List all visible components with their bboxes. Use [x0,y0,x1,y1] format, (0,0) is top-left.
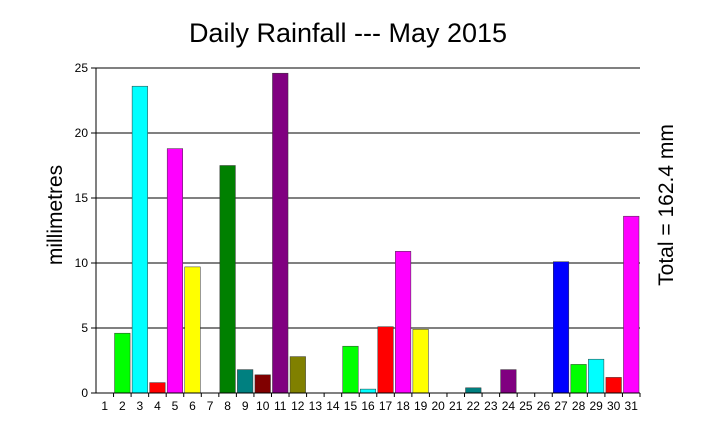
x-tick-label: 21 [449,399,463,413]
bars [114,72,640,394]
x-tick-label: 31 [625,399,639,413]
x-tick-label: 7 [207,399,214,413]
x-tick-label: 17 [379,399,393,413]
x-tick-label: 30 [607,399,621,413]
bar-day-2 [114,332,131,394]
x-tick-label: 16 [361,399,375,413]
y-tick-label: 5 [81,321,88,335]
bar-day-10 [254,374,271,394]
bar-day-19 [412,329,429,394]
y-tick-label: 25 [75,61,89,75]
y-tick-label: 20 [75,126,89,140]
gridlines [96,67,640,329]
x-tick-label: 6 [189,399,196,413]
bar-day-28 [570,364,587,394]
x-tick-label: 13 [309,399,323,413]
bar-day-6 [184,266,201,394]
bar-day-30 [605,377,622,394]
x-tick-label: 5 [172,399,179,413]
bar-day-15 [342,345,359,394]
y-axis-label: millimetres [44,165,67,265]
x-tick-label: 15 [344,399,358,413]
x-tick-label: 19 [414,399,428,413]
x-tick-label: 28 [572,399,586,413]
x-tick-label: 12 [291,399,305,413]
y-tick-label: 10 [75,256,89,270]
bar-day-18 [395,251,412,394]
chart-title: Daily Rainfall --- May 2015 [189,18,507,48]
bar-day-9 [237,369,254,394]
x-ticks: 1 2 3 4 5 6 7 8 9 10 11 12 13 14 15 16 17 18 19 20 21 22 23 24 2… [101,393,641,413]
x-tick-label: 22 [467,399,481,413]
x-tick-label: 18 [396,399,410,413]
bar-day-29 [588,358,605,394]
x-tick-label: 23 [484,399,498,413]
x-tick-label: 11 [274,399,287,413]
x-tick-label: 9 [242,399,249,413]
x-tick-label: 4 [154,399,161,413]
bar-day-8 [219,165,236,394]
y-ticks: 0 5 10 15 20 25 [75,61,96,400]
bar-day-31 [623,215,640,394]
bar-day-3 [131,85,148,394]
bar-day-27 [553,261,570,394]
y-tick-label: 0 [81,386,88,400]
x-tick-label: 26 [537,399,551,413]
bar-day-4 [149,382,166,394]
bar-day-17 [377,326,394,394]
x-tick-label: 1 [101,399,108,413]
x-tick-label: 20 [432,399,446,413]
x-tick-label: 29 [589,399,603,413]
x-tick-label: 27 [554,399,568,413]
axes [95,68,640,394]
x-tick-label: 2 [119,399,126,413]
bar-day-11 [272,72,289,394]
bar-day-5 [166,148,183,394]
x-tick-label: 10 [256,399,270,413]
x-tick-label: 14 [326,399,340,413]
total-label: Total = 162.4 mm [655,124,678,286]
bar-day-12 [289,356,306,394]
y-tick-label: 15 [75,191,89,205]
x-tick-label: 24 [502,399,516,413]
bar-day-24 [500,369,517,394]
x-tick-label: 8 [224,399,231,413]
bar-day-16 [359,388,377,394]
x-tick-label: 25 [519,399,533,413]
bar-day-22 [465,387,482,394]
x-tick-label: 3 [137,399,144,413]
